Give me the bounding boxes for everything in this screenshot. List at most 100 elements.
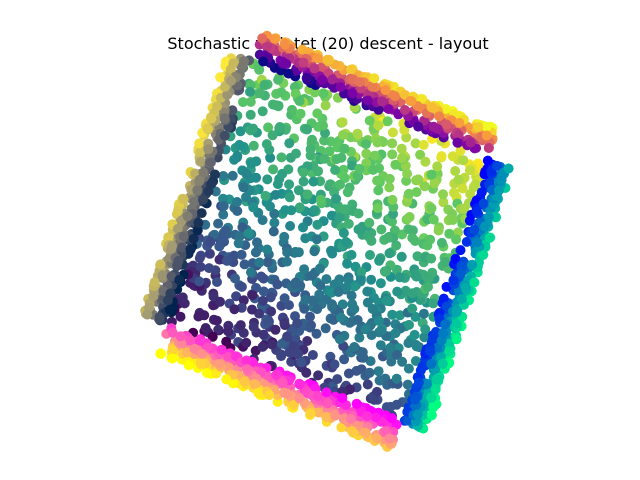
scatter-point-right	[461, 236, 472, 247]
scatter-point-left	[219, 130, 230, 141]
scatter-point-interior	[302, 336, 313, 346]
scatter-point-interior	[447, 215, 458, 225]
scatter-point-interior	[436, 237, 447, 248]
scatter-point-interior	[404, 319, 414, 330]
scatter-point-interior	[314, 263, 325, 274]
scatter-point-interior	[385, 342, 396, 353]
scatter-point-interior	[352, 128, 363, 139]
scatter-point-interior	[248, 140, 259, 151]
scatter-point-interior	[199, 310, 210, 321]
scatter-point-bottom	[167, 345, 178, 356]
scatter-point-interior	[262, 257, 273, 268]
scatter-point-interior	[295, 108, 306, 119]
scatter-point-interior	[353, 208, 364, 219]
scatter-point-right	[467, 259, 478, 270]
scatter-point-interior	[290, 88, 301, 99]
scatter-point-interior	[270, 189, 281, 200]
scatter-point-right	[444, 338, 455, 349]
scatter-point-interior	[319, 153, 330, 164]
scatter-point-top	[413, 121, 424, 132]
scatter-point-interior	[204, 263, 215, 274]
scatter-point-interior	[221, 336, 232, 347]
scatter-point-interior	[361, 139, 371, 150]
scatter-point-interior	[252, 237, 262, 248]
scatter-point-bottom	[167, 353, 178, 364]
scatter-point-interior	[419, 332, 430, 343]
scatter-point-interior	[307, 134, 317, 145]
scatter-point-interior	[200, 323, 211, 333]
scatter-point-interior	[339, 204, 350, 215]
scatter-point-interior	[307, 295, 318, 306]
scatter-point-interior	[355, 275, 366, 286]
scatter-point-interior	[412, 251, 423, 262]
scatter-point-interior	[227, 170, 238, 181]
scatter-point-interior	[402, 379, 413, 390]
scatter-point-interior	[387, 194, 398, 205]
scatter-point-interior	[257, 215, 268, 226]
scatter-point-interior	[364, 115, 375, 126]
scatter-point-interior	[276, 152, 287, 163]
scatter-points	[140, 30, 514, 452]
scatter-point-interior	[251, 156, 262, 167]
scatter-point-interior	[449, 187, 459, 198]
scatter-point-right	[424, 345, 435, 356]
scatter-point-interior	[418, 139, 429, 150]
scatter-point-bottom	[223, 351, 233, 362]
scatter-point-interior	[372, 175, 383, 186]
scatter-point-interior	[195, 261, 206, 272]
scatter-point-interior	[207, 331, 218, 342]
scatter-point-interior	[453, 174, 464, 185]
scatter-point-interior	[366, 330, 377, 341]
scatter-point-interior	[218, 193, 229, 204]
scatter-point-left	[178, 231, 189, 242]
scatter-point-interior	[276, 87, 287, 98]
scatter-point-interior	[298, 176, 309, 187]
scatter-point-interior	[248, 202, 259, 213]
scatter-point-interior	[319, 135, 330, 146]
scatter-point-top	[369, 73, 380, 84]
scatter-point-interior	[411, 187, 422, 198]
scatter-point-interior	[267, 130, 278, 141]
scatter-point-interior	[233, 238, 244, 249]
scatter-point-bottom	[264, 390, 275, 401]
scatter-point-top	[281, 59, 292, 69]
scatter-point-top	[483, 143, 494, 153]
scatter-point-interior	[344, 384, 355, 395]
scatter-point-interior	[320, 100, 331, 111]
scatter-point-interior	[257, 295, 268, 306]
scatter-point-bottom	[239, 376, 250, 387]
scatter-point-right	[484, 232, 495, 243]
scatter-point-interior	[248, 322, 259, 332]
scatter-point-interior	[276, 351, 287, 362]
scatter-point-right	[413, 377, 424, 388]
scatter-point-left	[215, 72, 226, 83]
scatter-point-interior	[388, 209, 399, 219]
scatter-point-interior	[218, 171, 229, 181]
scatter-point-interior	[349, 342, 360, 352]
scatter-point-interior	[392, 349, 403, 360]
scatter-point-top	[481, 130, 492, 141]
scatter-point-interior	[236, 249, 247, 260]
scatter-point-interior	[241, 168, 252, 179]
scatter-point-interior	[241, 337, 252, 348]
scatter-point-interior	[426, 253, 437, 264]
scatter-point-interior	[364, 367, 375, 378]
scatter-point-interior	[336, 312, 346, 323]
scatter-point-interior	[409, 329, 420, 340]
scatter-point-interior	[311, 234, 322, 245]
scatter-point-interior	[410, 311, 421, 322]
scatter-point-interior	[342, 258, 353, 269]
scatter-point-interior	[285, 221, 296, 231]
scatter-point-interior	[238, 328, 249, 338]
scatter-point-interior	[245, 86, 255, 97]
scatter-point-interior	[353, 224, 364, 235]
scatter-point-left	[148, 291, 159, 302]
scatter-point-interior	[305, 311, 315, 322]
scatter-point-bottom	[312, 391, 323, 401]
scatter-point-bottom	[330, 410, 341, 421]
scatter-point-top	[465, 137, 476, 148]
scatter-point-interior	[223, 326, 234, 337]
scatter-point-left	[228, 58, 239, 69]
scatter-point-right	[426, 392, 437, 403]
scatter-point-left	[182, 211, 193, 222]
